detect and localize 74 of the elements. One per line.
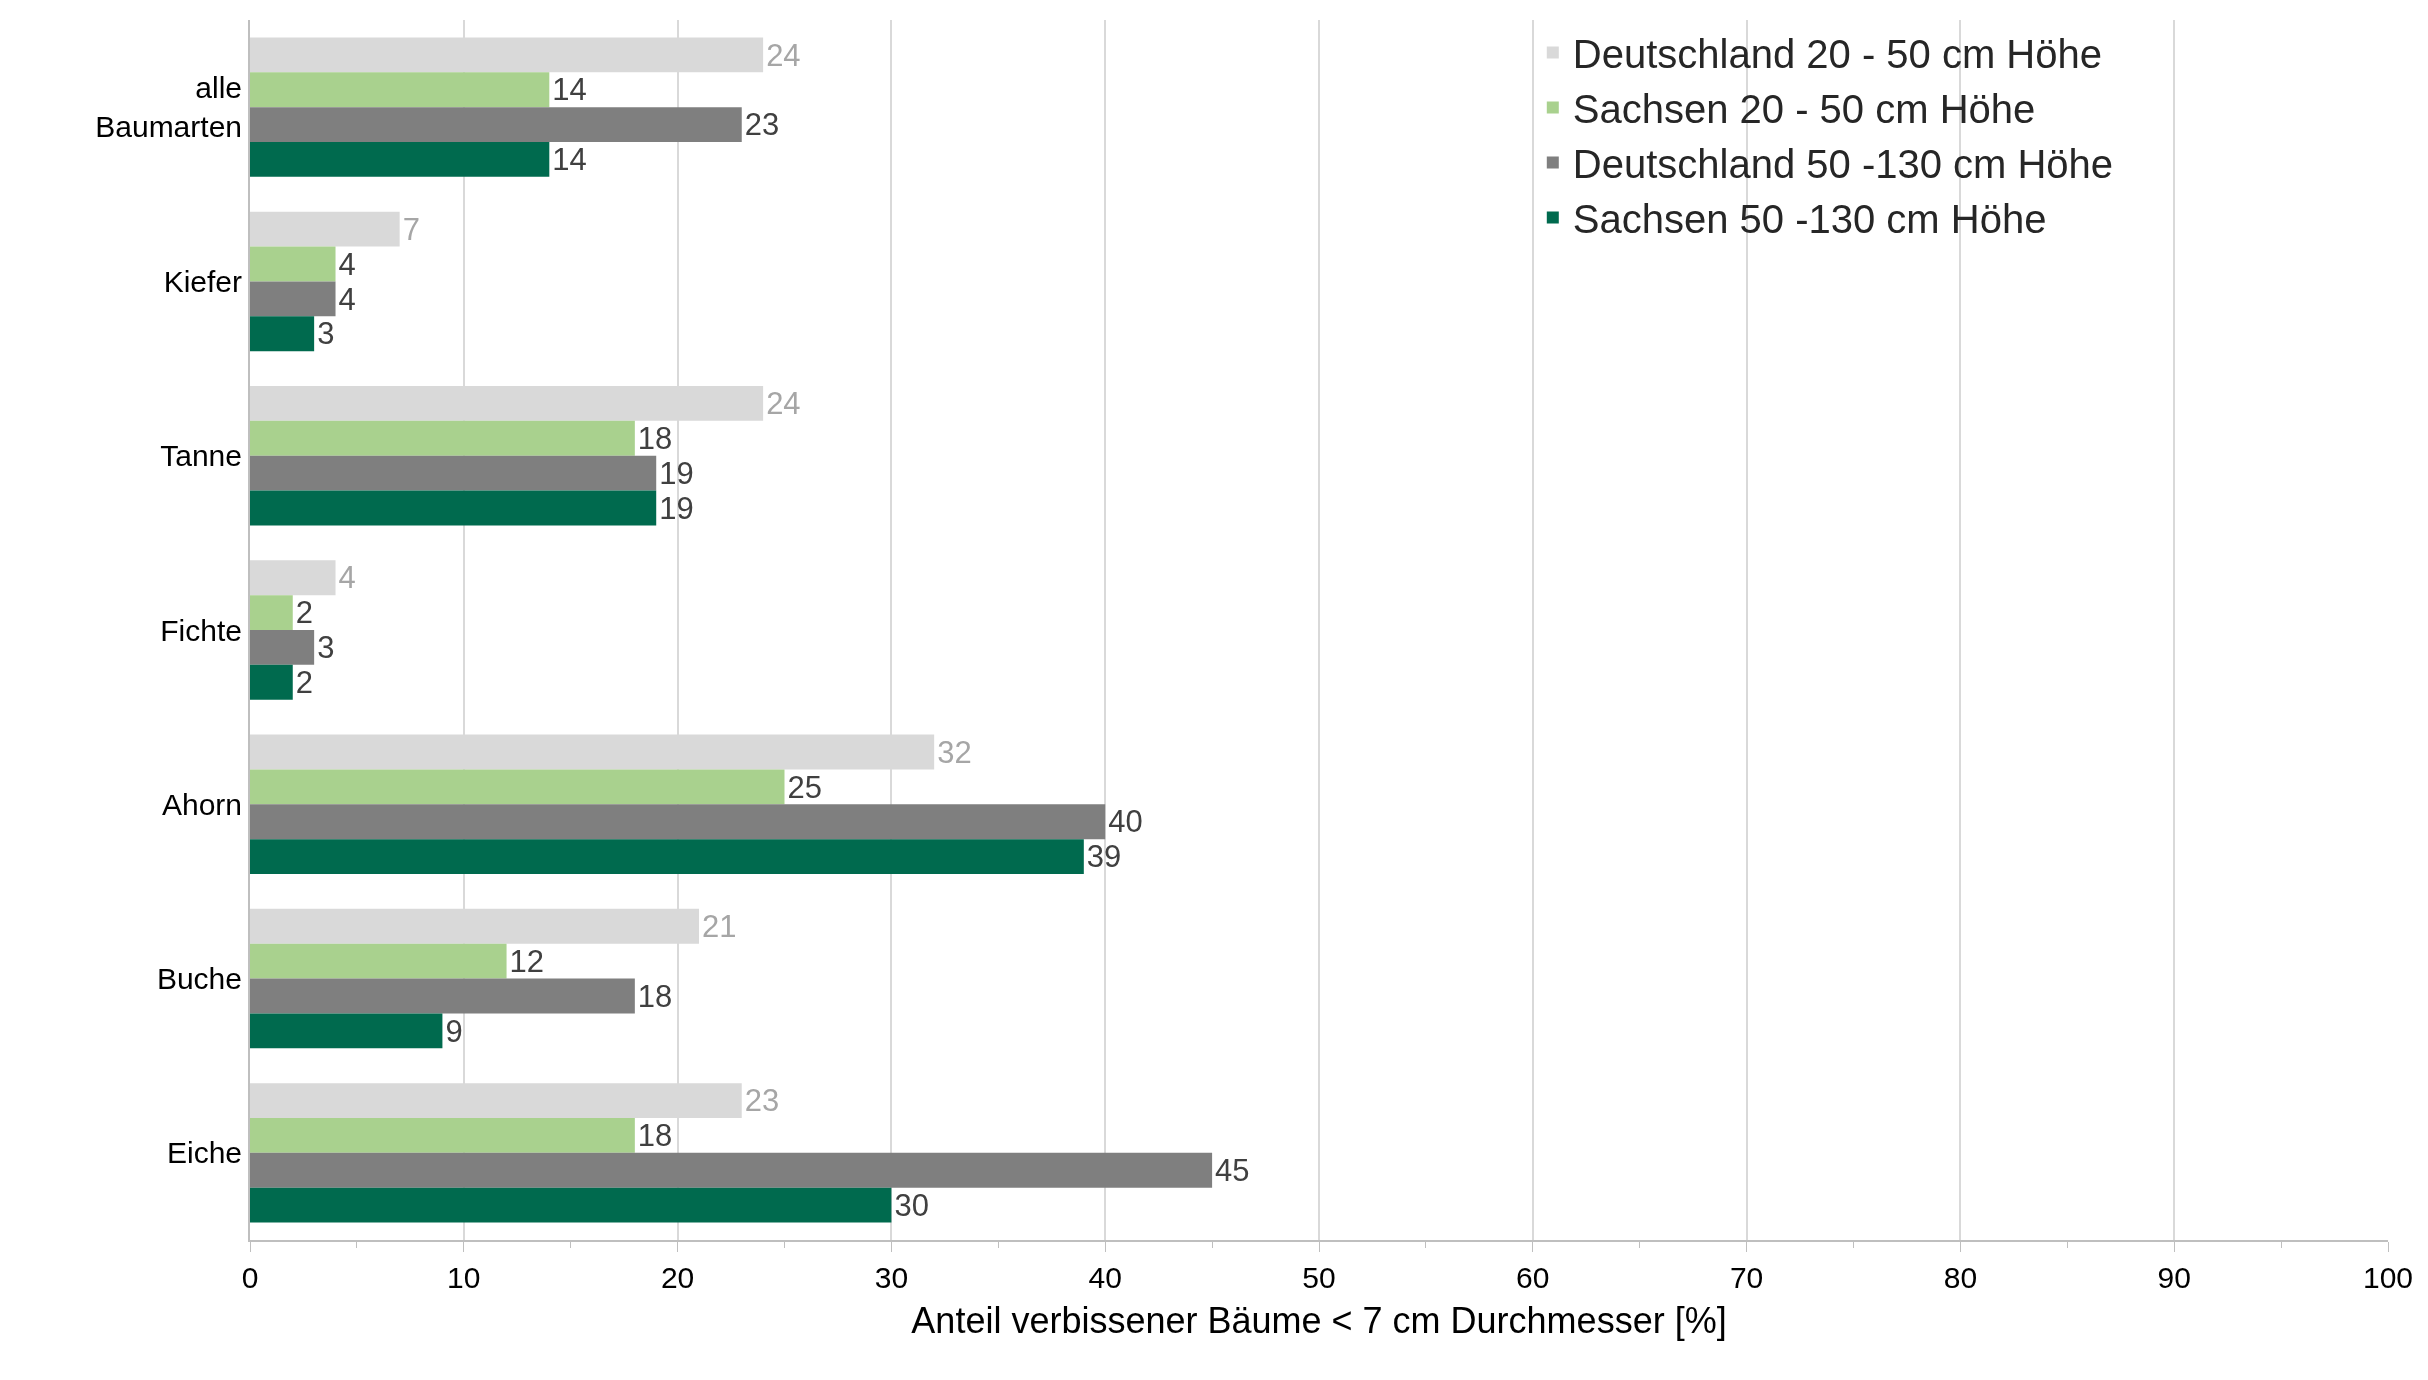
bar (250, 211, 400, 247)
data-label: 25 (787, 769, 822, 805)
legend-label: Deutschland 20 - 50 cm Höhe (1572, 32, 2102, 77)
bar (250, 943, 507, 979)
y-tick-label: Kiefer (163, 264, 242, 298)
data-label: 7 (402, 211, 420, 247)
data-label: 45 (1215, 1152, 1250, 1188)
data-label: 4 (338, 560, 356, 596)
bar (250, 560, 336, 596)
x-tick-label: 50 (1302, 1261, 1336, 1294)
data-label: 2 (295, 595, 313, 631)
data-label: 3 (317, 630, 335, 666)
y-tick-label: alle Baumarten (95, 71, 242, 144)
x-tick-label: 40 (1088, 1261, 1122, 1294)
y-tick-label: Fichte (160, 613, 242, 647)
bar (250, 281, 336, 317)
data-label: 14 (552, 72, 587, 108)
bar (250, 316, 315, 352)
bar (250, 246, 336, 282)
x-tick-label: 60 (1516, 1261, 1550, 1294)
data-label: 4 (338, 281, 356, 317)
bar (250, 142, 550, 177)
bar (250, 804, 1106, 840)
x-tick-label: 20 (660, 1261, 695, 1294)
x-tick-label: 10 (447, 1261, 481, 1294)
data-label: 14 (552, 142, 587, 178)
data-label: 30 (894, 1187, 929, 1223)
y-tick-label: Buche (156, 962, 242, 996)
x-tick-label: 80 (1943, 1261, 1978, 1294)
legend-label: Sachsen 20 - 50 cm Höhe (1572, 87, 2036, 132)
y-tick-label: Eiche (166, 1136, 242, 1170)
bar (250, 1013, 443, 1049)
x-tick-label: 30 (874, 1261, 909, 1294)
x-tick-label: 90 (2157, 1261, 2191, 1294)
bar (250, 1118, 635, 1153)
data-label: 19 (659, 455, 694, 491)
bar (250, 1152, 1213, 1188)
bar (250, 107, 742, 142)
bar (250, 72, 550, 108)
data-label: 32 (937, 734, 972, 770)
y-tick-label: Ahorn (161, 787, 242, 821)
data-label: 18 (637, 978, 673, 1014)
data-label: 24 (766, 386, 801, 422)
data-label: 23 (744, 107, 780, 143)
data-label: 40 (1108, 804, 1143, 840)
bar (250, 664, 293, 700)
bar (250, 420, 635, 456)
data-label: 39 (1086, 839, 1122, 875)
data-label: 18 (637, 1118, 673, 1154)
y-tick-label: Tanne (160, 439, 242, 473)
bar (250, 978, 635, 1014)
data-label: 12 (509, 943, 545, 979)
data-label: 24 (766, 37, 801, 73)
legend-label: Deutschland 50 -130 cm Höhe (1572, 142, 2114, 187)
data-label: 19 (659, 490, 694, 526)
bar (250, 595, 293, 630)
bar (250, 839, 1084, 874)
bar (250, 630, 315, 665)
data-label: 21 (701, 908, 737, 944)
data-label: 18 (637, 420, 673, 456)
data-label: 4 (338, 246, 356, 282)
data-label: 2 (295, 664, 313, 700)
bar (250, 1187, 892, 1223)
data-label: 23 (744, 1083, 780, 1119)
x-tick-label: 100 (2362, 1261, 2414, 1294)
x-tick-label: 70 (1729, 1261, 1764, 1294)
legend-label: Sachsen 50 -130 cm Höhe (1572, 197, 2047, 242)
data-label: 3 (317, 316, 335, 352)
data-label: 9 (445, 1013, 463, 1049)
bar (250, 769, 785, 805)
x-tick-label: 0 (241, 1261, 259, 1294)
x-axis-title: Anteil verbissener Bäume < 7 cm Durchmesser [%] (911, 1300, 1727, 1342)
bar (250, 490, 657, 526)
bar (250, 455, 657, 491)
